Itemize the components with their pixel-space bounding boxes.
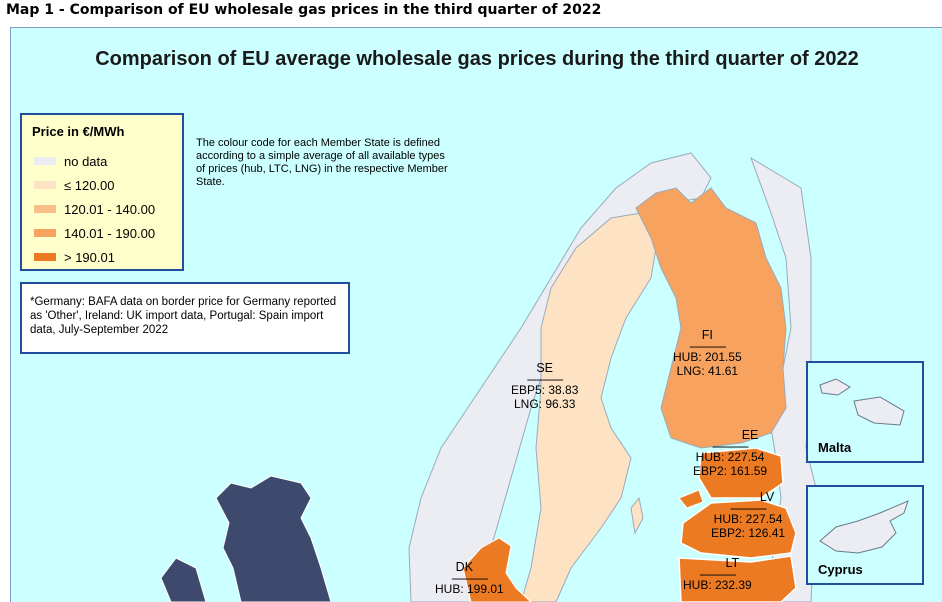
legend-item-band4: > 190.01 xyxy=(34,247,115,267)
legend-label: ≤ 120.00 xyxy=(64,177,115,193)
country-code: EE xyxy=(741,428,759,442)
label-sweden: SE ------------ EBP5: 38.83 LNG: 96.33 xyxy=(511,361,578,411)
price-line: HUB: 201.55 xyxy=(673,350,742,364)
price-line: EBP5: 38.83 xyxy=(511,383,579,397)
label-denmark: DK ------------ HUB: 199.01 xyxy=(435,560,504,596)
country-code: FI xyxy=(701,328,713,342)
inset-malta: Malta xyxy=(806,361,924,463)
island-saaremaa xyxy=(678,489,704,509)
legend-label: 120.01 - 140.00 xyxy=(64,201,156,217)
country-denmark xyxy=(462,537,532,602)
country-code: DK xyxy=(455,560,474,574)
price-line: LNG: 41.61 xyxy=(676,364,739,378)
map-canvas xyxy=(11,28,942,602)
country-finland xyxy=(635,187,787,449)
malta-shapes xyxy=(819,378,905,426)
legend-swatch xyxy=(34,157,56,165)
country-code: SE xyxy=(536,361,554,375)
inset-label-cyprus: Cyprus xyxy=(818,562,863,577)
country-norway xyxy=(408,152,712,602)
legend-title: Price in €/MWh xyxy=(32,124,125,139)
figure-caption: Map 1 - Comparison of EU wholesale gas p… xyxy=(6,2,602,18)
country-lithuania xyxy=(678,555,797,602)
separator: ------------ xyxy=(689,339,726,353)
legend-swatch xyxy=(34,205,56,213)
country-code: LV xyxy=(759,490,775,504)
legend: Price in €/MWh no data ≤ 120.00 120.01 -… xyxy=(20,113,184,271)
separator: ------------ xyxy=(730,501,767,515)
country-ireland xyxy=(160,557,207,602)
price-line: EBP2: 126.41 xyxy=(711,526,786,540)
price-line: EBP2: 161.59 xyxy=(693,464,768,478)
island-gotland xyxy=(630,496,644,535)
legend-swatch xyxy=(34,229,56,237)
country-great-britain xyxy=(215,475,332,602)
price-line: HUB: 227.54 xyxy=(713,512,783,526)
footnote: *Germany: BAFA data on border price for … xyxy=(20,282,350,354)
label-latvia: LV ------------ HUB: 227.54 EBP2: 126.41 xyxy=(711,490,785,540)
inset-label-malta: Malta xyxy=(818,440,852,455)
legend-item-band3: 140.01 - 190.00 xyxy=(34,223,155,243)
label-estonia: EE ------------ HUB: 227.54 EBP2: 161.59 xyxy=(693,428,767,478)
legend-label: no data xyxy=(64,153,108,169)
inset-cyprus: Cyprus xyxy=(806,485,924,585)
country-latvia xyxy=(680,499,797,559)
country-estonia xyxy=(698,447,784,499)
price-line: HUB: 232.39 xyxy=(683,578,752,592)
label-lithuania: LT ------------ HUB: 232.39 xyxy=(683,556,752,592)
price-line: HUB: 227.54 xyxy=(695,450,765,464)
separator: ------------ xyxy=(712,439,749,453)
legend-label: > 190.01 xyxy=(64,249,115,265)
label-finland: FI ------------ HUB: 201.55 LNG: 41.61 xyxy=(673,328,742,378)
legend-item-band1: ≤ 120.00 xyxy=(34,175,115,195)
legend-item-band2: 120.01 - 140.00 xyxy=(34,199,155,219)
separator: ------------ xyxy=(699,567,736,581)
map-frame: Comparison of EU average wholesale gas p… xyxy=(10,27,942,602)
price-line: HUB: 199.01 xyxy=(435,582,504,596)
country-code: LT xyxy=(725,556,740,570)
legend-item-no-data: no data xyxy=(34,151,107,171)
legend-swatch xyxy=(34,253,56,261)
price-line: LNG: 96.33 xyxy=(514,397,576,411)
legend-swatch xyxy=(34,181,56,189)
legend-note: The colour code for each Member State is… xyxy=(196,137,448,188)
cyprus-shapes xyxy=(819,500,909,554)
separator: ------------ xyxy=(526,372,564,386)
separator: ------------ xyxy=(451,571,488,585)
map-title: Comparison of EU average wholesale gas p… xyxy=(95,48,859,70)
legend-label: 140.01 - 190.00 xyxy=(64,225,156,241)
